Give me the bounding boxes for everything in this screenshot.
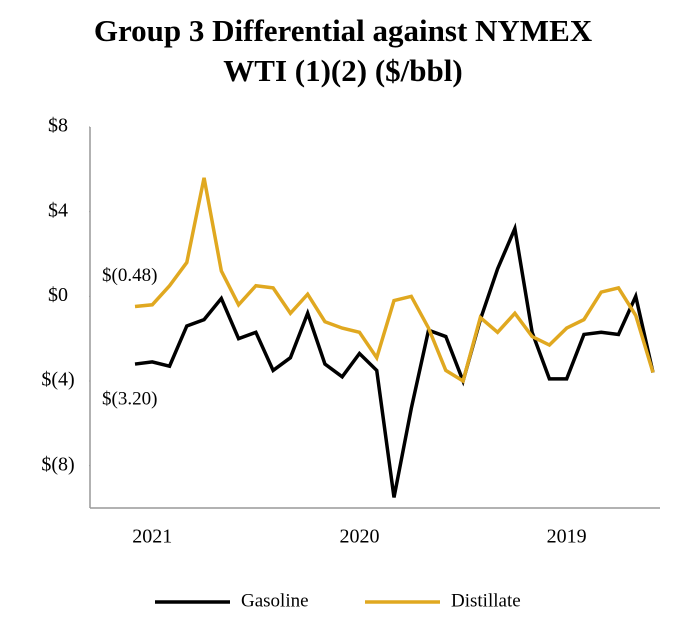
line bbox=[134, 177, 655, 384]
y-tick-label: $(8) bbox=[41, 453, 74, 475]
y-tick-label: $8 bbox=[48, 115, 68, 137]
x-tick-label: 2019 bbox=[547, 526, 587, 548]
line bbox=[134, 222, 655, 498]
annotation: $(3.20) bbox=[102, 388, 157, 409]
chart-title: WTI (1)(2) ($/bbl) bbox=[223, 53, 462, 88]
legend-label: Distillate bbox=[451, 590, 521, 611]
legend-label: Gasoline bbox=[241, 590, 309, 611]
x-tick-label: 2020 bbox=[339, 526, 379, 548]
x-tick-label: 2021 bbox=[132, 526, 172, 548]
y-tick-label: $0 bbox=[48, 284, 68, 306]
y-tick-label: $(4) bbox=[41, 369, 74, 391]
y-tick-label: $4 bbox=[48, 199, 68, 221]
annotation: $(0.48) bbox=[102, 265, 157, 286]
chart-title: Group 3 Differential against NYMEX bbox=[94, 13, 593, 48]
